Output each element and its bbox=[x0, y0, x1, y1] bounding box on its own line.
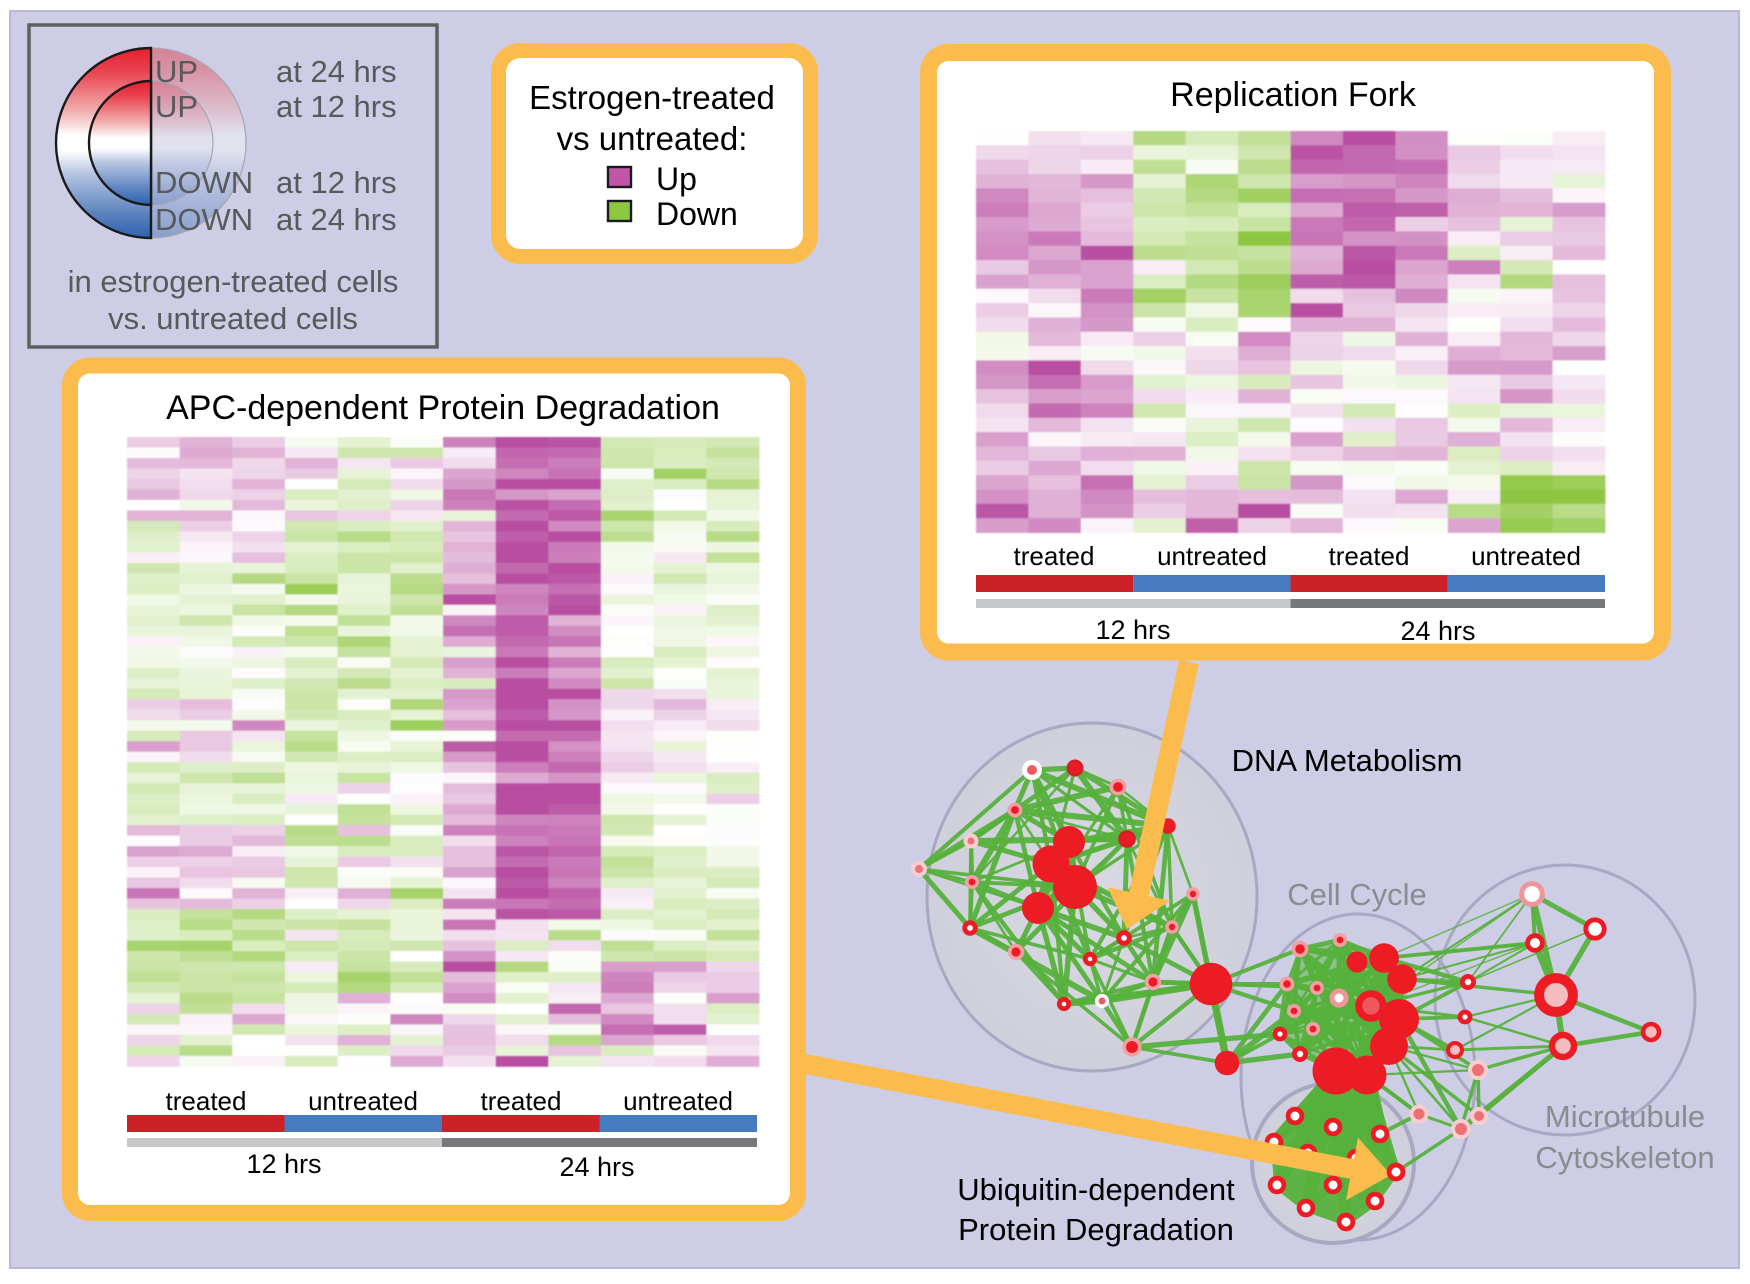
svg-text:UP: UP bbox=[155, 89, 198, 124]
svg-text:Down: Down bbox=[656, 196, 738, 232]
svg-text:untreated: untreated bbox=[308, 1086, 418, 1116]
svg-text:untreated: untreated bbox=[623, 1086, 733, 1116]
svg-text:Cell Cycle: Cell Cycle bbox=[1287, 877, 1427, 912]
svg-text:in estrogen-treated cells: in estrogen-treated cells bbox=[68, 264, 399, 299]
svg-text:24 hrs: 24 hrs bbox=[1400, 616, 1475, 646]
svg-text:at 12 hrs: at 12 hrs bbox=[276, 89, 397, 124]
svg-text:untreated: untreated bbox=[1471, 541, 1581, 571]
svg-text:Cytoskeleton: Cytoskeleton bbox=[1535, 1140, 1714, 1175]
svg-text:untreated: untreated bbox=[1157, 541, 1267, 571]
svg-text:APC-dependent Protein Degradat: APC-dependent Protein Degradation bbox=[166, 389, 720, 427]
svg-text:treated: treated bbox=[1329, 541, 1410, 571]
svg-text:12 hrs: 12 hrs bbox=[1095, 615, 1170, 645]
svg-text:Protein Degradation: Protein Degradation bbox=[958, 1212, 1234, 1247]
svg-text:24 hrs: 24 hrs bbox=[559, 1152, 634, 1182]
svg-text:Ubiquitin-dependent: Ubiquitin-dependent bbox=[957, 1172, 1235, 1207]
svg-text:Microtubule: Microtubule bbox=[1545, 1099, 1705, 1134]
svg-text:at 24 hrs: at 24 hrs bbox=[276, 202, 397, 237]
svg-text:Up: Up bbox=[656, 161, 697, 197]
svg-text:DOWN: DOWN bbox=[155, 165, 253, 200]
svg-text:treated: treated bbox=[1014, 541, 1095, 571]
svg-text:vs untreated:: vs untreated: bbox=[557, 120, 748, 157]
svg-text:at 12 hrs: at 12 hrs bbox=[276, 165, 397, 200]
svg-text:Estrogen-treated: Estrogen-treated bbox=[529, 79, 775, 116]
svg-text:vs. untreated cells: vs. untreated cells bbox=[108, 301, 358, 336]
svg-text:treated: treated bbox=[166, 1086, 247, 1116]
svg-text:DNA Metabolism: DNA Metabolism bbox=[1232, 743, 1463, 778]
svg-text:treated: treated bbox=[481, 1086, 562, 1116]
svg-text:at 24 hrs: at 24 hrs bbox=[276, 54, 397, 89]
svg-text:UP: UP bbox=[155, 54, 198, 89]
svg-text:12 hrs: 12 hrs bbox=[246, 1149, 321, 1179]
svg-text:Replication Fork: Replication Fork bbox=[1170, 76, 1417, 114]
svg-text:DOWN: DOWN bbox=[155, 202, 253, 237]
